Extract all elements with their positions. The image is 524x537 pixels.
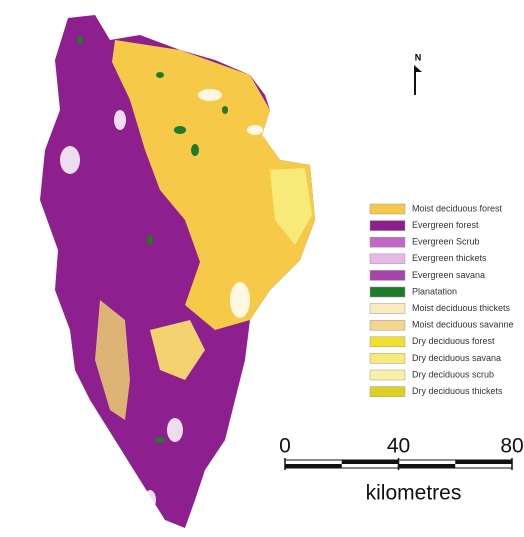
legend-label: Dry deciduous thickets bbox=[412, 386, 503, 396]
scale-segment bbox=[398, 464, 456, 468]
legend-label: Moist deciduous forest bbox=[412, 203, 503, 213]
legend-label: Evergreen savana bbox=[412, 270, 485, 280]
dry-zone bbox=[270, 168, 312, 245]
deciduous-zone bbox=[112, 40, 315, 330]
legend-swatch bbox=[369, 253, 406, 265]
legend-label: Dry deciduous forest bbox=[412, 336, 495, 346]
scale-tick-label: 0 bbox=[279, 435, 291, 458]
north-label: N bbox=[415, 52, 422, 62]
legend-swatch bbox=[369, 369, 406, 381]
legend-swatch bbox=[369, 236, 406, 248]
coastal-strip bbox=[95, 300, 130, 420]
north-arrow: N bbox=[414, 52, 422, 95]
legend-label: Moist deciduous savanne bbox=[412, 320, 514, 330]
scale-tick-label: 40 bbox=[387, 435, 410, 458]
legend-swatch bbox=[369, 353, 406, 364]
legend-swatch bbox=[369, 270, 406, 281]
legend-swatch bbox=[369, 286, 406, 298]
legend-label: Evergreen forest bbox=[412, 220, 479, 230]
legend-swatch bbox=[369, 336, 406, 348]
legend-swatch bbox=[369, 386, 406, 397]
scale-segment bbox=[455, 460, 512, 464]
legend-swatch bbox=[369, 303, 406, 314]
clearings bbox=[60, 89, 263, 510]
scale-tick-label: 80 bbox=[500, 435, 523, 458]
legend-label: Dry deciduous savana bbox=[412, 353, 501, 363]
scale-bar: 0 40 80 kilometres bbox=[279, 435, 524, 505]
scale-unit: kilometres bbox=[366, 482, 462, 505]
legend-label: Evergreen Scrub bbox=[412, 237, 480, 247]
plantations bbox=[77, 36, 228, 443]
legend: Moist deciduous forest Evergreen forest Ev… bbox=[369, 203, 514, 397]
legend-label: Evergreen thickets bbox=[412, 253, 487, 263]
scale-segment bbox=[341, 460, 399, 464]
deciduous-patch bbox=[150, 320, 205, 380]
legend-label: Dry deciduous scrub bbox=[412, 369, 494, 379]
legend-swatch bbox=[369, 203, 406, 215]
legend-label: Moist deciduous thickets bbox=[412, 303, 511, 313]
legend-swatch bbox=[369, 319, 406, 331]
legend-label: Planatation bbox=[412, 286, 457, 296]
legend-swatch bbox=[369, 220, 406, 231]
scale-segment bbox=[285, 464, 342, 468]
